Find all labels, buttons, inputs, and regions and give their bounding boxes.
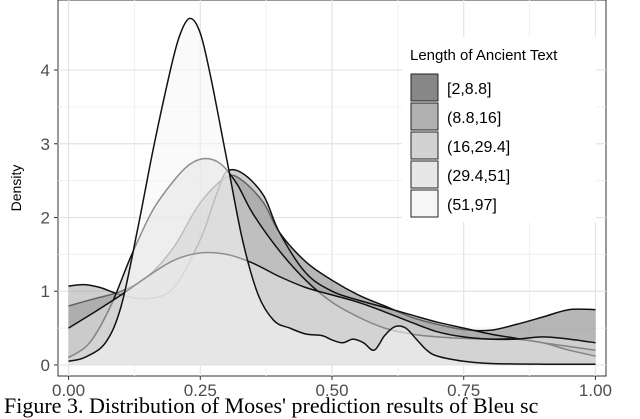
legend-label: (29.4,51] xyxy=(447,168,510,185)
y-tick-label: 1 xyxy=(41,282,50,301)
density-line-5 xyxy=(68,17,596,365)
x-tick-label: 0.50 xyxy=(315,381,348,400)
x-tick-label: 0.75 xyxy=(447,381,480,400)
density-area-5 xyxy=(68,18,596,365)
legend-swatch xyxy=(410,160,439,189)
legend-swatch xyxy=(410,73,439,102)
legend-label: (51,97] xyxy=(447,197,497,214)
legend-label: [2,8.8] xyxy=(447,81,491,98)
figure-caption: Figure 3. Distribution of Moses' predict… xyxy=(4,393,539,418)
y-tick-label: 0 xyxy=(41,356,50,375)
legend-label: (16,29.4] xyxy=(447,139,510,156)
y-axis-title: Density xyxy=(8,165,24,212)
x-tick-label: 0.00 xyxy=(52,381,85,400)
legend-swatch xyxy=(410,131,439,160)
y-tick-label: 4 xyxy=(41,61,50,80)
x-tick-label: 0.25 xyxy=(184,381,217,400)
y-tick-label: 3 xyxy=(41,135,50,154)
axes-layer: 0.00 0.25 0.50 0.75 1.00 0 1 2 3 4 xyxy=(41,61,612,400)
y-tick-label: 2 xyxy=(41,208,50,227)
legend-title: Length of Ancient Text xyxy=(410,47,558,64)
series-layer xyxy=(68,17,596,365)
legend-swatch xyxy=(410,102,439,131)
x-tick-label: 1.00 xyxy=(579,381,612,400)
legend-label: (8.8,16] xyxy=(447,110,501,127)
legend-swatch xyxy=(410,189,439,218)
legend: Length of Ancient Text [2,8.8] (8.8,16] (1… xyxy=(402,37,596,222)
